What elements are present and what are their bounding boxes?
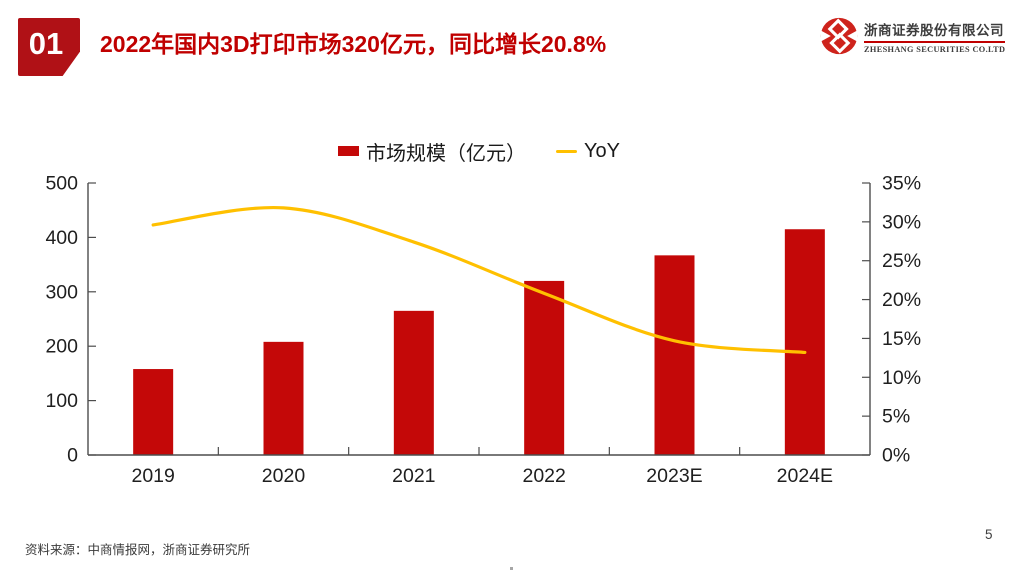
company-name-cn: 浙商证券股份有限公司 <box>864 19 1006 43</box>
right-axis-tick-label: 15% <box>882 328 921 350</box>
bar-series-label: 市场规模（亿元） <box>366 142 527 165</box>
section-number: 01 <box>28 26 64 61</box>
x-axis-category-label: 2019 <box>131 465 174 487</box>
right-axis-tick-label: 10% <box>882 367 921 389</box>
x-axis-category-label: 2020 <box>262 465 306 487</box>
page-title: 2022年国内3D打印市场320亿元，同比增长20.8% <box>100 31 607 57</box>
bar-2019 <box>133 369 174 455</box>
zheshang-logo-icon <box>820 17 858 55</box>
left-axis-tick-label: 500 <box>45 173 78 195</box>
logo-text: 浙商证券股份有限公司 ZHESHANG SECURITIES CO.LTD <box>864 19 1006 54</box>
bar-2023E <box>654 255 695 455</box>
bar-2020 <box>263 341 304 455</box>
bar-2022 <box>524 280 565 455</box>
page-number: 5 <box>985 527 993 542</box>
right-axis-tick-label: 35% <box>882 173 921 195</box>
section-number-badge: 01 <box>18 18 80 76</box>
x-axis-category-label: 2021 <box>392 465 435 487</box>
market-size-chart: 0 100 200 300 400 500 0% 5% 10% 15% 20% 25% 30% 35% 20… <box>45 173 921 488</box>
left-axis-tick-label: 100 <box>45 390 78 412</box>
left-axis-tick-label: 400 <box>45 227 78 249</box>
footer-dot <box>510 567 513 570</box>
legend-item-market-size: 市场规模（亿元） <box>338 137 526 166</box>
company-logo: 浙商证券股份有限公司 ZHESHANG SECURITIES CO.LTD <box>819 16 1006 56</box>
x-axis-category-label: 2022 <box>522 465 565 487</box>
yoy-line <box>151 205 807 355</box>
left-axis-tick-label: 300 <box>45 281 78 303</box>
right-axis-tick-label: 30% <box>882 211 921 233</box>
left-axis-tick-label: 200 <box>45 336 78 358</box>
source-note: 资料来源：中商情报网，浙商证券研究所 <box>25 543 251 557</box>
yoy-series-label: YoY <box>584 139 620 162</box>
right-axis-tick-label: 20% <box>882 289 921 311</box>
company-name-en: ZHESHANG SECURITIES CO.LTD <box>864 45 1006 54</box>
yoy-line-swatch <box>556 149 578 153</box>
left-axis-tick-label: 0 <box>67 445 78 467</box>
chart-legend: 市场规模（亿元） YoY <box>88 137 870 165</box>
x-axis-category-label: 2023E <box>646 465 702 487</box>
bar-2021 <box>393 310 434 455</box>
right-axis-tick-label: 0% <box>882 445 910 467</box>
right-axis-tick-label: 5% <box>882 406 910 428</box>
bar-series-swatch <box>338 146 360 156</box>
legend-item-yoy: YoY <box>556 140 620 163</box>
bar-2024E <box>784 229 825 455</box>
right-axis-tick-label: 25% <box>882 250 921 272</box>
x-axis-category-label: 2024E <box>777 465 833 487</box>
